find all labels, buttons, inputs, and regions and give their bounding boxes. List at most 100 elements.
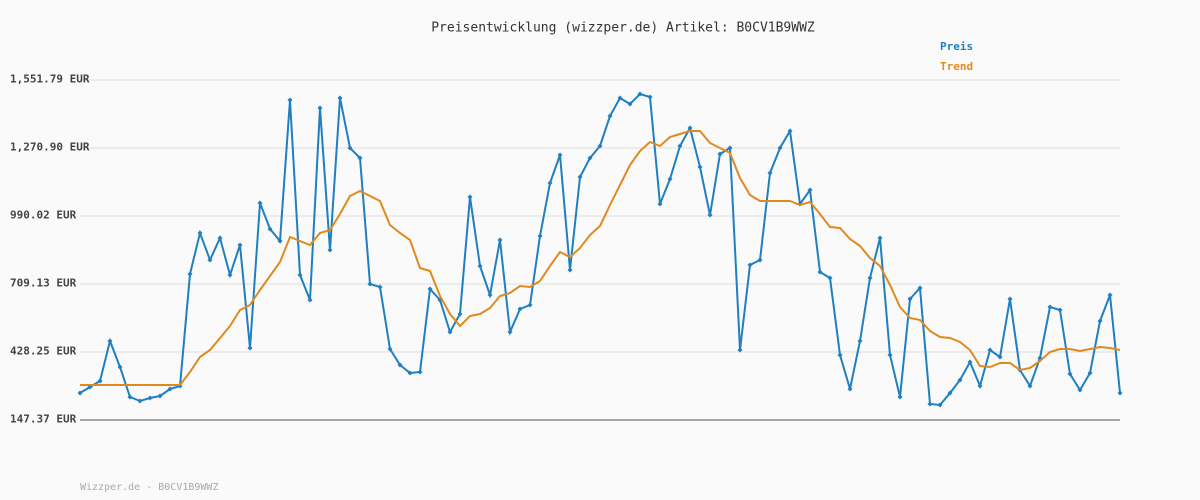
point-marker xyxy=(827,275,833,281)
point-marker xyxy=(607,113,613,119)
series-line xyxy=(79,92,1121,407)
point-marker xyxy=(727,145,733,151)
point-marker xyxy=(767,170,773,176)
point-marker xyxy=(737,347,743,353)
chart-title: Preisentwicklung (wizzper.de) Artikel: B… xyxy=(431,21,815,36)
point-marker xyxy=(657,201,663,207)
point-marker xyxy=(467,194,473,200)
point-marker xyxy=(667,176,673,182)
point-marker xyxy=(807,187,813,193)
point-marker xyxy=(677,143,683,149)
point-marker xyxy=(77,390,83,396)
point-marker xyxy=(1097,318,1103,324)
point-marker xyxy=(457,311,463,317)
y-tick-label: 428.25 EUR xyxy=(10,345,77,358)
point-marker xyxy=(557,152,563,158)
point-marker xyxy=(987,347,993,353)
point-marker xyxy=(977,383,983,389)
point-marker xyxy=(1007,296,1013,302)
point-marker xyxy=(247,345,253,351)
point-marker xyxy=(887,352,893,358)
point-marker xyxy=(917,285,923,291)
point-marker xyxy=(527,302,533,308)
point-marker xyxy=(377,284,383,290)
point-marker xyxy=(1067,371,1073,377)
point-marker xyxy=(107,338,113,344)
y-tick-label: 990.02 EUR xyxy=(10,209,77,222)
point-marker xyxy=(307,297,313,303)
point-marker xyxy=(867,275,873,281)
point-marker xyxy=(597,143,603,149)
point-marker xyxy=(417,369,423,375)
point-marker xyxy=(207,257,213,263)
point-marker xyxy=(127,394,133,400)
point-marker xyxy=(1077,387,1083,393)
point-marker xyxy=(1107,292,1113,298)
point-marker xyxy=(757,257,763,263)
point-marker xyxy=(627,101,633,107)
point-marker xyxy=(407,370,413,376)
point-marker xyxy=(897,394,903,400)
point-marker xyxy=(817,269,823,275)
legend-label: Preis xyxy=(940,40,973,53)
point-marker xyxy=(567,267,573,273)
point-marker xyxy=(507,329,513,335)
point-marker xyxy=(837,352,843,358)
point-marker xyxy=(267,226,273,232)
point-marker xyxy=(957,377,963,383)
point-marker xyxy=(967,359,973,365)
point-marker xyxy=(1117,390,1123,396)
point-marker xyxy=(537,233,543,239)
point-marker xyxy=(137,398,143,404)
point-marker xyxy=(717,151,723,157)
point-marker xyxy=(217,235,223,241)
y-tick-label: 1,551.79 EUR xyxy=(10,73,90,86)
point-marker xyxy=(197,230,203,236)
point-marker xyxy=(777,145,783,151)
point-marker xyxy=(947,390,953,396)
point-marker xyxy=(587,155,593,161)
point-marker xyxy=(297,272,303,278)
point-marker xyxy=(877,235,883,241)
point-marker xyxy=(167,386,173,392)
point-marker xyxy=(1087,370,1093,376)
point-marker xyxy=(787,128,793,134)
point-marker xyxy=(1047,304,1053,310)
point-marker xyxy=(647,94,653,100)
point-marker xyxy=(697,164,703,170)
point-marker xyxy=(907,296,913,302)
legend-label: Trend xyxy=(940,60,973,73)
point-marker xyxy=(427,286,433,292)
point-marker xyxy=(487,292,493,298)
y-tick-label: 709.13 EUR xyxy=(10,277,77,290)
point-marker xyxy=(357,155,363,161)
point-marker xyxy=(747,262,753,268)
point-marker xyxy=(347,145,353,151)
point-marker xyxy=(237,242,243,248)
point-marker xyxy=(1057,307,1063,313)
y-tick-label: 1,270.90 EUR xyxy=(10,141,90,154)
point-marker xyxy=(327,247,333,253)
point-marker xyxy=(227,272,233,278)
point-marker xyxy=(397,362,403,368)
point-marker xyxy=(277,238,283,244)
point-marker xyxy=(257,200,263,206)
point-marker xyxy=(847,386,853,392)
point-marker xyxy=(147,395,153,401)
point-marker xyxy=(547,180,553,186)
point-marker xyxy=(187,271,193,277)
point-marker xyxy=(97,378,103,384)
point-marker xyxy=(577,174,583,180)
point-marker xyxy=(637,91,643,97)
series-line xyxy=(80,130,1121,386)
point-marker xyxy=(937,402,943,408)
point-marker xyxy=(477,263,483,269)
point-marker xyxy=(317,105,323,111)
point-marker xyxy=(387,346,393,352)
point-marker xyxy=(447,329,453,335)
point-marker xyxy=(857,338,863,344)
point-marker xyxy=(1027,383,1033,389)
point-marker xyxy=(287,97,293,103)
point-marker xyxy=(367,281,373,287)
